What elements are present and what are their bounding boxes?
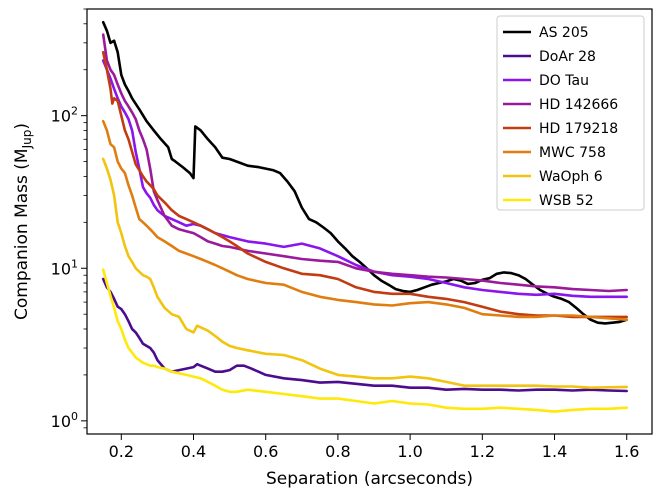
y-axis-label-subscript: Jup xyxy=(20,130,34,150)
legend-frame xyxy=(496,15,645,211)
series-line-hd-142666 xyxy=(101,33,629,293)
series-line-waoph-6 xyxy=(101,157,629,390)
series-line-wsb-52 xyxy=(101,268,629,413)
legend-label: MWC 758 xyxy=(539,145,606,161)
x-tick-label: 1.4 xyxy=(542,442,567,461)
legend-label: WaOph 6 xyxy=(539,169,603,185)
y-axis: 100 101 102 xyxy=(51,8,87,431)
x-tick-label: 0.4 xyxy=(181,442,206,461)
legend-label: WSB 52 xyxy=(539,193,594,209)
x-tick-label: 1.6 xyxy=(614,442,639,461)
legend-label: HD 142666 xyxy=(539,97,618,113)
x-axis-label: Separation (arcseconds) xyxy=(266,469,473,489)
y-axis-label: Companion Mass (MJup) xyxy=(12,123,34,320)
x-tick-label: 1.2 xyxy=(470,442,495,461)
series-line-mwc-758 xyxy=(101,119,629,322)
series-line-as-205 xyxy=(101,20,629,325)
legend-label: DO Tau xyxy=(539,73,589,89)
y-tick-label: 101 xyxy=(51,257,78,278)
series-line-hd-179218 xyxy=(101,50,629,319)
legend: AS 205 DoAr 28 DO Tau HD 142666 HD 179218 MWC… xyxy=(496,15,645,211)
legend-label: HD 179218 xyxy=(539,121,618,137)
series-line-doar-28 xyxy=(101,277,629,393)
y-tick-label: 100 xyxy=(51,410,78,431)
legend-label: DoAr 28 xyxy=(539,49,596,65)
plot-frame xyxy=(86,8,653,435)
y-axis-label-close: ) xyxy=(12,123,32,130)
x-tick-label: 0.8 xyxy=(325,442,350,461)
legend-label: AS 205 xyxy=(539,25,589,41)
x-tick-label: 0.2 xyxy=(109,442,134,461)
y-tick-label: 102 xyxy=(51,105,78,126)
x-tick-label: 1.0 xyxy=(397,442,422,461)
x-tick-label: 0.6 xyxy=(253,442,278,461)
x-axis: 0.2 0.4 0.6 0.8 1.0 1.2 1.4 1.6 xyxy=(109,434,639,461)
y-axis-label-main: Companion Mass (M xyxy=(12,148,32,320)
series-layer xyxy=(101,20,629,413)
